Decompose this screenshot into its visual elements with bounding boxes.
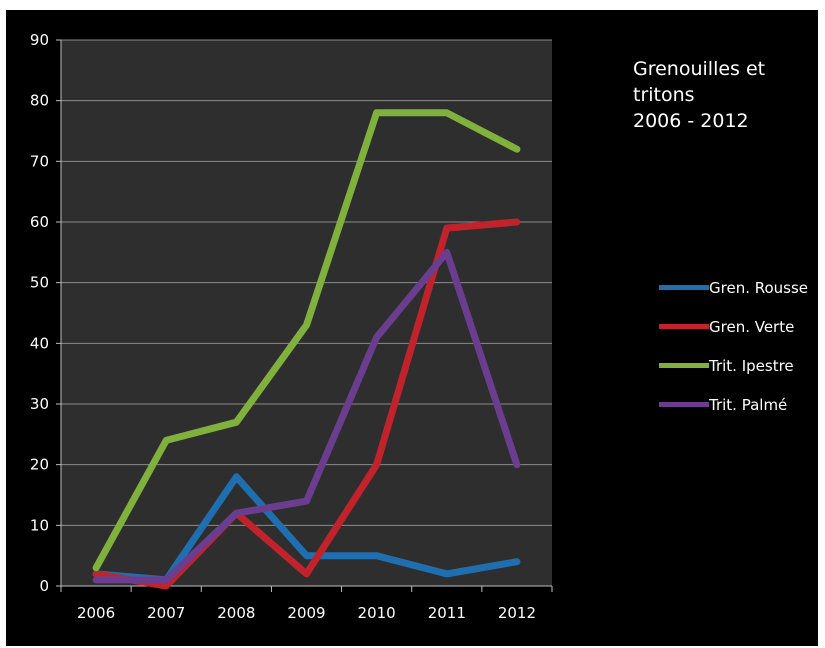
- x-tick-label-2007: 2007: [147, 604, 185, 622]
- legend-item-gren-rousse: Gren. Rousse: [659, 268, 808, 307]
- gridlines: [61, 39, 552, 526]
- x-tick-label-2008: 2008: [217, 604, 255, 622]
- y-tick-label-60: 60: [30, 213, 49, 231]
- y-tick-label-70: 70: [30, 152, 49, 170]
- y-tick-label-20: 20: [30, 456, 49, 474]
- chart-title-line-1: Grenouilles et: [633, 58, 766, 80]
- y-tick-label-10: 10: [30, 516, 49, 534]
- legend-swatch-gren-verte: [659, 324, 709, 329]
- x-tick-label-2010: 2010: [358, 604, 396, 622]
- x-tick-label-2006: 2006: [77, 604, 115, 622]
- legend-swatch-trit-palme: [659, 402, 709, 407]
- y-tick-label-0: 0: [39, 577, 49, 595]
- legend-label-trit-palme: Trit. Palmé: [709, 395, 788, 414]
- legend-label-gren-verte: Gren. Verte: [709, 317, 795, 336]
- y-tick-label-90: 90: [30, 31, 49, 49]
- legend-item-trit-palme: Trit. Palmé: [659, 385, 808, 424]
- line-chart: 0 10 20 30 40 50 60 70 80 90 2006 2007 2008 2009 2010 2…: [30, 31, 553, 622]
- x-tick-label-2009: 2009: [287, 604, 325, 622]
- x-tick-label-2012: 2012: [498, 604, 536, 622]
- legend: Gren. Rousse Gren. Verte Trit. Ipestre T…: [659, 268, 808, 424]
- legend-label-trit-ipestre: Trit. Ipestre: [709, 356, 794, 375]
- chart-title-line-2: tritons: [633, 84, 695, 106]
- series-lines: [92, 109, 521, 590]
- chart-title-line-3: 2006 - 2012: [633, 110, 749, 132]
- legend-swatch-gren-rousse: [659, 285, 709, 290]
- y-tick-label-80: 80: [30, 92, 49, 110]
- y-tick-label-40: 40: [30, 334, 49, 352]
- y-tick-label-30: 30: [30, 395, 49, 413]
- axes: 0 10 20 30 40 50 60 70 80 90 2006 2007 2008 2009 2010 2…: [30, 31, 553, 622]
- chart-frame: 0 10 20 30 40 50 60 70 80 90 2006 2007 2008 2009 2010 2…: [6, 10, 818, 646]
- y-tick-label-50: 50: [30, 274, 49, 292]
- legend-item-trit-ipestre: Trit. Ipestre: [659, 346, 808, 385]
- legend-label-gren-rousse: Gren. Rousse: [709, 278, 809, 297]
- x-tick-label-2011: 2011: [428, 604, 466, 622]
- legend-item-gren-verte: Gren. Verte: [659, 307, 808, 346]
- legend-swatch-trit-ipestre: [659, 363, 709, 368]
- chart-title: Grenouilles et tritons 2006 - 2012: [633, 56, 765, 134]
